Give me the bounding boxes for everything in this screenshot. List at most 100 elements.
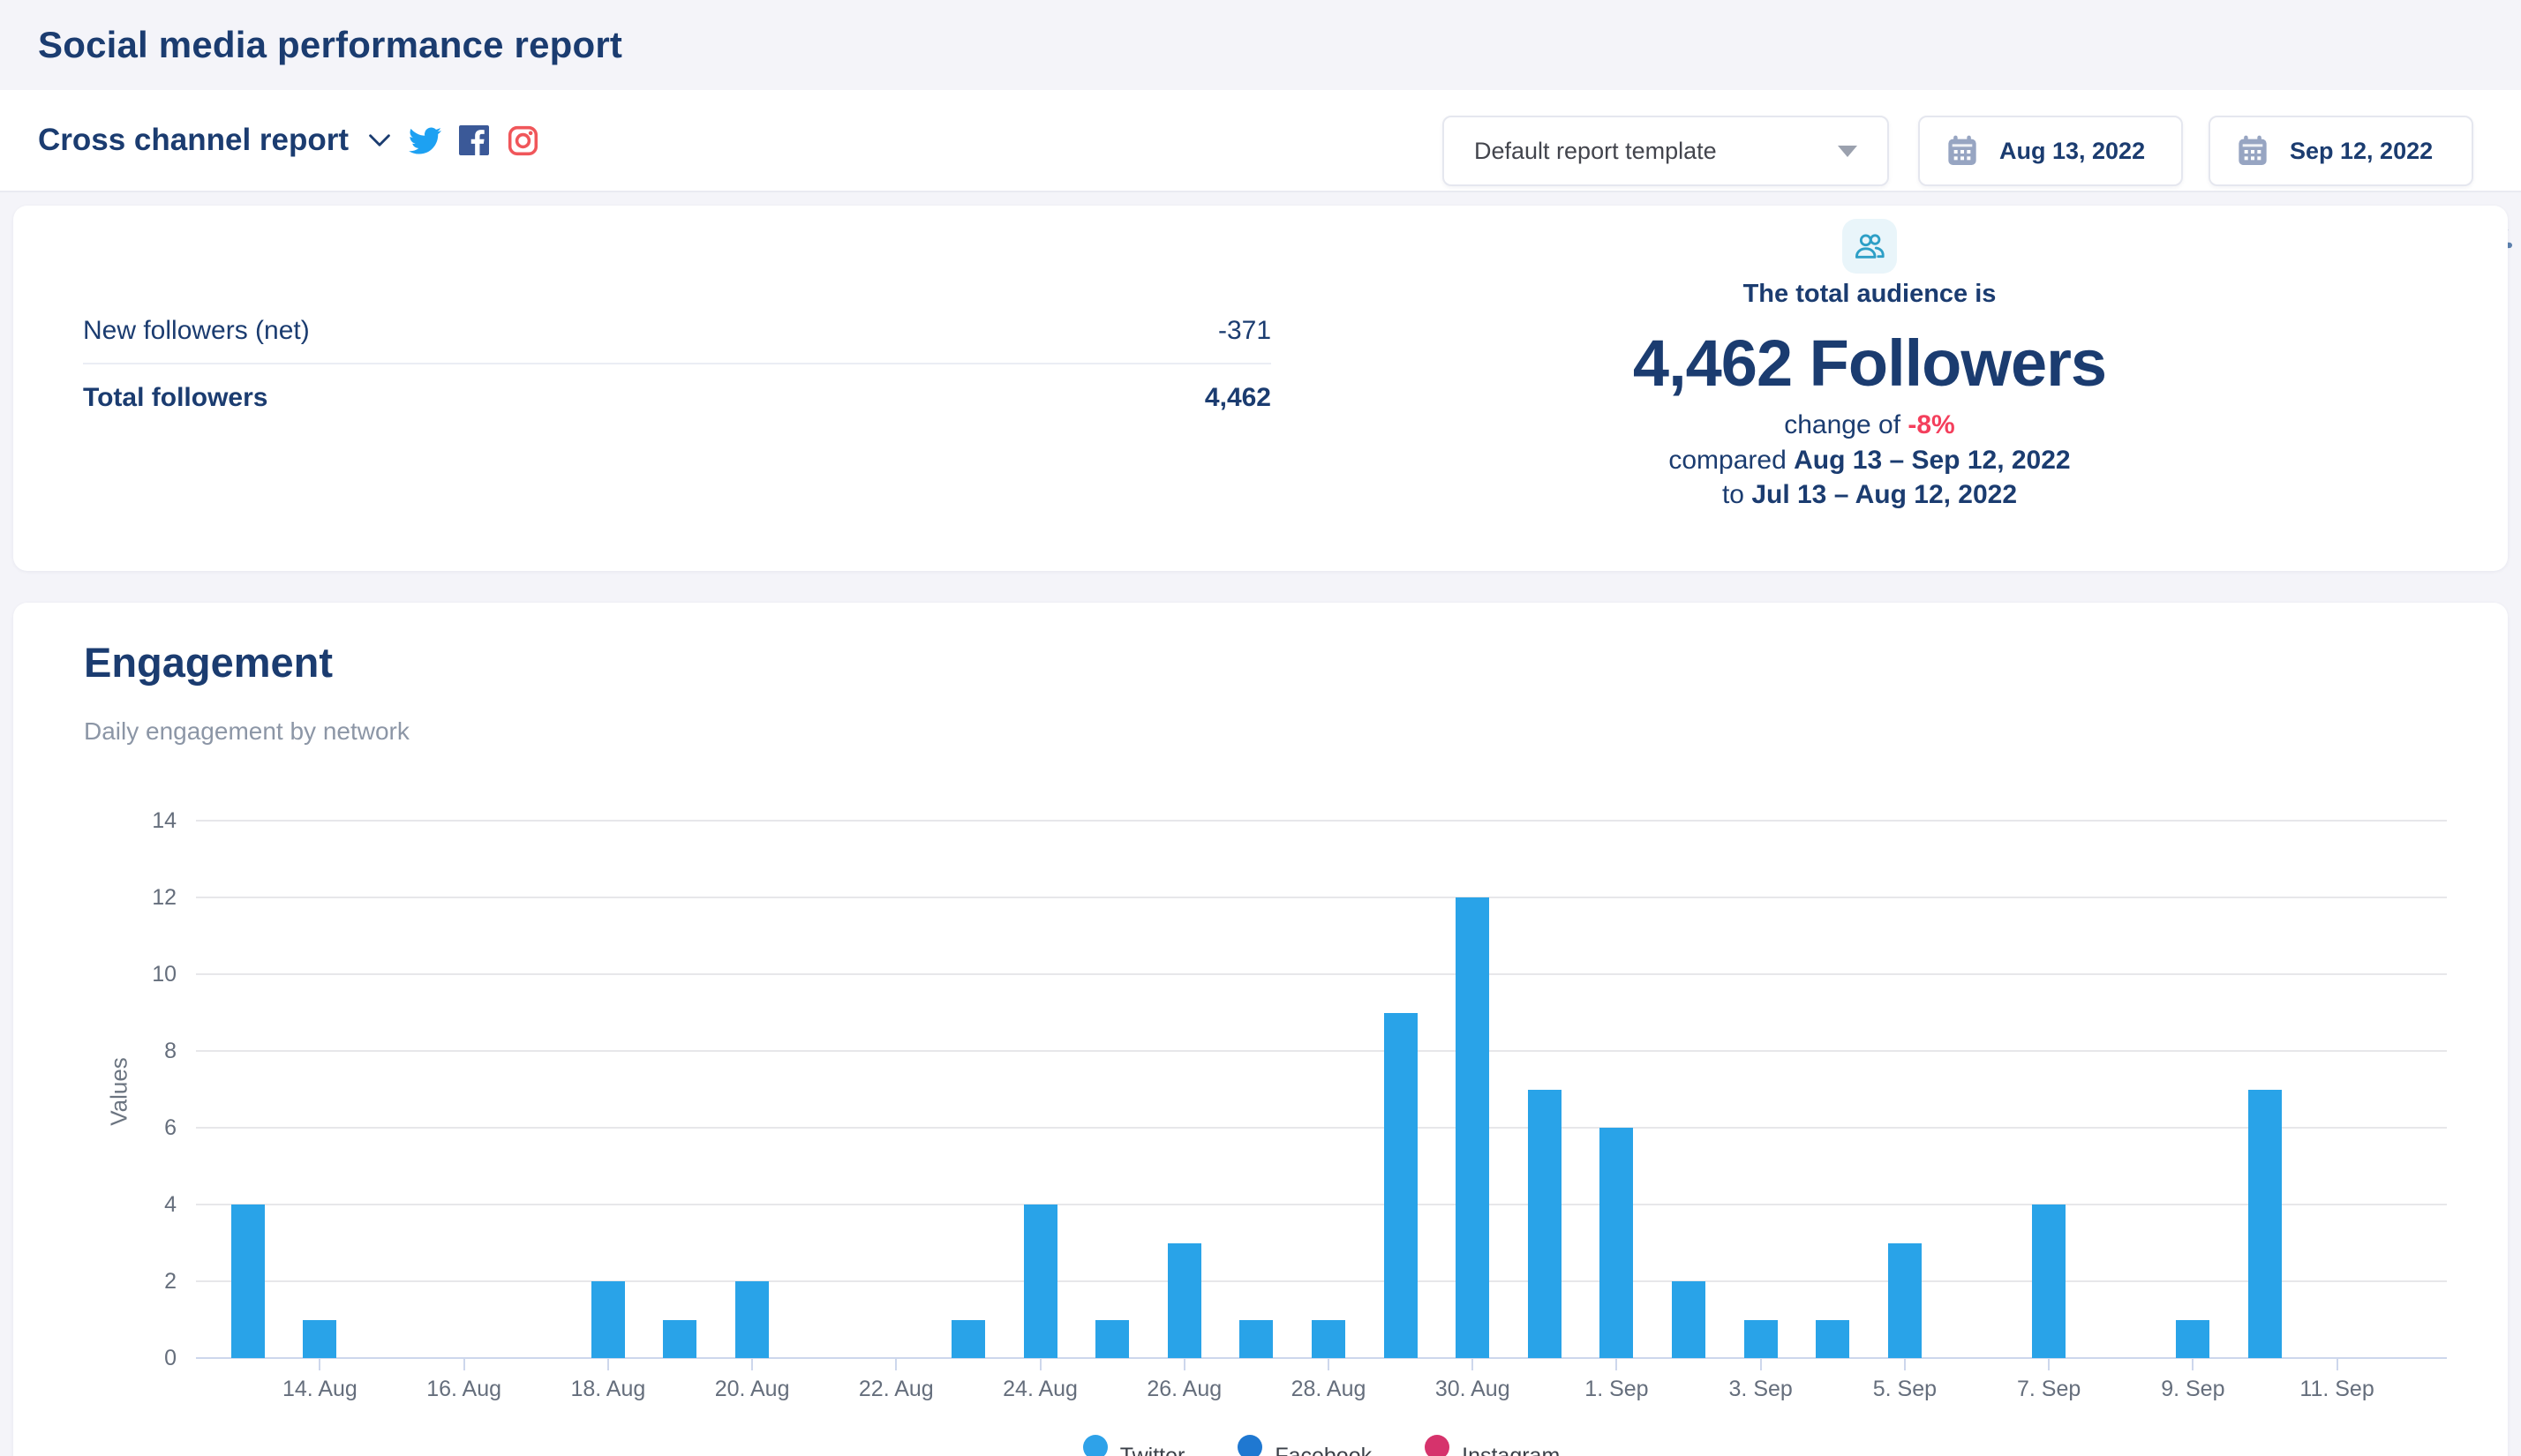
y-tick-label: 4 (164, 1192, 177, 1217)
x-tick-label: 20. Aug (714, 1377, 790, 1401)
change-prefix: change of (1784, 410, 1908, 439)
change-value: -8% (1908, 410, 1955, 439)
bar-3-sep[interactable] (1743, 1319, 1778, 1358)
date-from-value: Aug 13, 2022 (1999, 137, 2146, 164)
y-tick-label: 12 (152, 885, 177, 910)
audience-headline: 4,462 Followers (1632, 326, 2107, 400)
x-tick-label: 18. Aug (570, 1377, 646, 1401)
bar-2-sep[interactable] (1672, 1281, 1706, 1358)
gridline (196, 897, 2447, 898)
stat-value: -371 (1217, 316, 1271, 345)
gridline (196, 973, 2447, 975)
gridline (196, 820, 2447, 822)
audience-change: change of -8% (1561, 410, 2179, 440)
report-name: Cross channel report (38, 123, 350, 157)
x-axis-tick (606, 1358, 609, 1370)
bar-29-aug[interactable] (1383, 1012, 1418, 1358)
x-axis-tick (751, 1358, 754, 1370)
x-tick-label: 11. Sep (2299, 1377, 2374, 1401)
bar-9-sep[interactable] (2176, 1319, 2210, 1358)
gridline (196, 1050, 2447, 1052)
bar-13-aug[interactable] (230, 1205, 265, 1358)
bar-27-aug[interactable] (1239, 1319, 1274, 1358)
template-select[interactable]: Default report template (1442, 116, 1889, 186)
bar-28-aug[interactable] (1312, 1319, 1345, 1358)
bar-19-aug[interactable] (663, 1319, 697, 1358)
x-axis-tick (463, 1358, 465, 1370)
followers-summary-card: New followers (net) -371 Total followers… (13, 206, 2508, 571)
x-tick-label: 1. Sep (1584, 1377, 1649, 1401)
x-tick-label: 14. Aug (282, 1377, 357, 1401)
gridline (196, 1204, 2447, 1205)
x-axis-tick (1471, 1358, 1474, 1370)
bar-14-aug[interactable] (303, 1319, 337, 1358)
bar-1-sep[interactable] (1599, 1128, 1634, 1358)
stat-row-new-followers: New followers (net) -371 (83, 311, 1271, 350)
x-axis-tick (1328, 1358, 1329, 1370)
bar-23-aug[interactable] (951, 1319, 985, 1358)
x-tick-label: 7. Sep (2016, 1377, 2081, 1401)
gridline (196, 1280, 2447, 1282)
to-prefix: to (1721, 480, 1752, 509)
x-tick-label: 5. Sep (1872, 1377, 1938, 1401)
bar-20-aug[interactable] (735, 1281, 770, 1358)
date-from-picker[interactable]: Aug 13, 2022 (1918, 116, 2183, 186)
instagram-icon[interactable] (507, 124, 539, 157)
date-to-value: Sep 12, 2022 (2290, 137, 2434, 164)
template-select-value: Default report template (1474, 137, 1717, 164)
x-tick-label: 9. Sep (2161, 1377, 2225, 1401)
x-axis-tick (319, 1358, 321, 1370)
stat-label: New followers (net) (83, 316, 310, 345)
twitter-icon[interactable] (409, 124, 441, 157)
y-tick-label: 8 (164, 1039, 177, 1063)
x-tick-label: 16. Aug (426, 1377, 502, 1401)
bar-5-sep[interactable] (1887, 1242, 1922, 1358)
x-tick-label: 3. Sep (1728, 1377, 1793, 1401)
date-to-picker[interactable]: Sep 12, 2022 (2209, 116, 2473, 186)
audience-icon (1842, 219, 1897, 274)
x-axis-tick (1903, 1358, 1906, 1370)
x-tick-label: 24. Aug (1003, 1377, 1078, 1401)
x-tick-label: 26. Aug (1147, 1377, 1223, 1401)
y-tick-label: 0 (164, 1346, 177, 1370)
chevron-down-icon[interactable] (368, 132, 391, 148)
y-tick-label: 6 (164, 1115, 177, 1140)
bar-26-aug[interactable] (1167, 1242, 1201, 1358)
x-axis-line (196, 1357, 2447, 1359)
report-selector[interactable]: Cross channel report (38, 123, 391, 158)
legend-item-instagram[interactable]: Instagram (1425, 1435, 1560, 1456)
bar-4-sep[interactable] (1816, 1319, 1850, 1358)
legend-item-twitter[interactable]: Twitter (1082, 1435, 1185, 1456)
bar-31-aug[interactable] (1527, 1089, 1562, 1358)
bar-18-aug[interactable] (591, 1281, 625, 1358)
twitter-legend-dot (1082, 1435, 1108, 1456)
bar-25-aug[interactable] (1095, 1319, 1130, 1358)
y-tick-label: 10 (152, 962, 177, 987)
base-range: Jul 13 – Aug 12, 2022 (1751, 480, 2018, 509)
stat-value: 4,462 (1204, 383, 1271, 412)
x-axis-tick (2048, 1358, 2051, 1370)
x-tick-label: 22. Aug (858, 1377, 934, 1401)
calendar-icon (2235, 133, 2270, 169)
engagement-chart: Values 0 2 4 6 8 10 12 14 14. Aug 16. Aug 18. Aug 2… (13, 603, 2508, 1456)
engagement-card: Engagement Daily engagement by network V… (13, 603, 2508, 1456)
legend-item-facebook[interactable]: Facebook (1238, 1435, 1372, 1456)
y-tick-label: 14 (152, 808, 177, 833)
x-axis-tick (1615, 1358, 1618, 1370)
x-axis-tick (1759, 1358, 1762, 1370)
x-tick-label: 28. Aug (1291, 1377, 1366, 1401)
x-axis-tick (1039, 1358, 1042, 1370)
bar-24-aug[interactable] (1023, 1205, 1057, 1358)
x-axis-tick (2336, 1358, 2338, 1370)
app-header: Social media performance report (0, 0, 2521, 90)
facebook-icon[interactable] (459, 125, 490, 155)
bar-10-sep[interactable] (2247, 1089, 2282, 1358)
x-axis-tick (895, 1358, 898, 1370)
bar-30-aug[interactable] (1456, 897, 1490, 1358)
audience-base-range: to Jul 13 – Aug 12, 2022 (1561, 480, 2179, 510)
bar-7-sep[interactable] (2032, 1205, 2066, 1358)
stat-row-total-followers: Total followers 4,462 (83, 379, 1271, 417)
caret-down-icon (1838, 145, 1857, 157)
legend-label: Instagram (1462, 1444, 1561, 1456)
